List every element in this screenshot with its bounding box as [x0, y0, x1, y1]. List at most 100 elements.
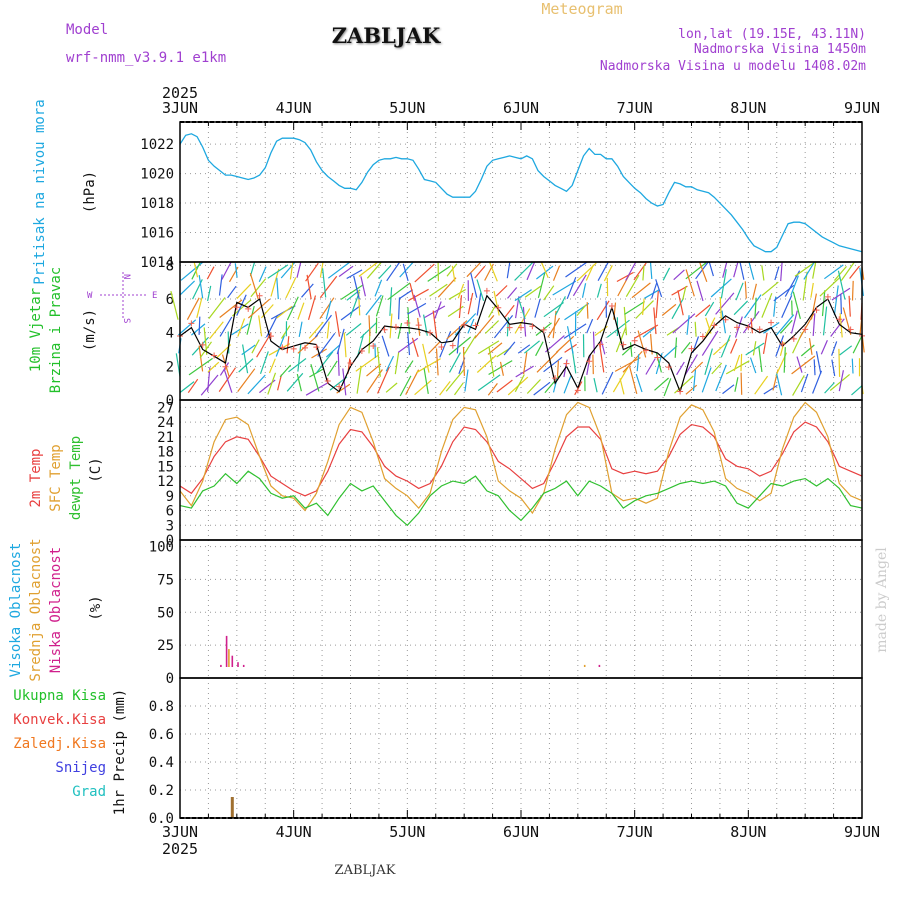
wind-arrow	[246, 305, 255, 335]
wind-arrow	[237, 368, 256, 392]
wind-arrow	[655, 290, 659, 319]
cloud-bar	[242, 664, 245, 667]
wind-arrow	[775, 314, 795, 337]
wind-arrow	[305, 381, 329, 396]
wind-arrow	[586, 318, 594, 334]
y-tick-wind: 2	[166, 359, 174, 375]
wind-arrow	[247, 298, 271, 319]
wind-arrow	[715, 292, 735, 315]
wind-arrow	[346, 269, 363, 280]
wind-arrow	[377, 366, 390, 394]
wind-arrow	[242, 344, 249, 374]
wind-arrow	[581, 283, 587, 298]
wind-arrow	[506, 317, 509, 337]
wind-gust-mark	[449, 342, 456, 349]
wind-arrow	[556, 360, 559, 377]
wind-arrow	[448, 352, 461, 373]
wind-arrow	[407, 331, 411, 356]
wind-arrow	[684, 354, 698, 377]
wind-arrow	[495, 285, 508, 297]
wind-arrow	[355, 354, 379, 372]
wind-gust-mark	[631, 337, 638, 344]
subtitle: Meteogram	[541, 0, 622, 18]
x-tick-bottom: 7JUN	[617, 823, 653, 841]
wind-arrow	[616, 271, 634, 283]
x-tick-top: 6JUN	[503, 99, 539, 117]
wind-arrow	[810, 293, 817, 320]
wind-arrow	[699, 261, 708, 283]
wind-arrow	[514, 374, 525, 393]
wind-arrow	[791, 300, 793, 316]
wind-arrow	[493, 315, 514, 339]
wind-gust-mark	[756, 326, 763, 333]
wind-arrow	[422, 343, 430, 373]
wind-arrow	[663, 345, 678, 358]
wind-arrow	[839, 345, 853, 356]
wind-arrow	[695, 304, 711, 318]
wind-gust-mark	[336, 383, 343, 390]
wind-arrow	[317, 332, 336, 357]
x-tick-top: 5JUN	[389, 99, 425, 117]
wind-arrow	[343, 332, 347, 358]
title: ZABLJAK	[332, 23, 441, 48]
wind-arrow	[642, 298, 645, 315]
wind-arrow	[407, 302, 427, 315]
wind-gust-mark	[415, 322, 422, 329]
wind-arrow	[435, 348, 439, 376]
temp-line-2	[179, 470, 863, 527]
wind-gust-mark	[472, 322, 479, 329]
wind-arrow	[319, 297, 335, 320]
wind-arrow	[514, 308, 531, 334]
wind-gust-mark	[324, 378, 331, 385]
wind-gust-mark	[733, 324, 740, 331]
sfc-label: SFC Temp	[48, 444, 64, 511]
wind-arrow	[179, 381, 195, 394]
wind-arrow	[470, 272, 478, 298]
wind-arrow	[296, 373, 302, 392]
wind-arrow	[258, 315, 263, 337]
wind-arrow	[218, 274, 223, 296]
wind-arrow	[389, 313, 393, 339]
y-tick-temp: 24	[157, 415, 174, 431]
wind-arrow	[289, 261, 294, 280]
y-tick-temp: 21	[157, 430, 174, 446]
y-tick-wind: 4	[166, 326, 174, 342]
y-tick-cloud: 25	[157, 638, 174, 654]
wind-arrow	[385, 355, 395, 372]
wind-gust-mark	[665, 364, 672, 371]
wind-arrow	[849, 265, 860, 279]
wind-arrow	[774, 266, 780, 281]
wind-arrow	[701, 367, 712, 393]
wind-arrow	[685, 269, 695, 297]
wind-arrow	[368, 315, 371, 337]
wind-arrow	[336, 328, 345, 355]
wind-arrow	[258, 266, 267, 282]
x-tick-top: 8JUN	[730, 99, 766, 117]
wind-gust-mark	[836, 316, 843, 323]
wind-arrow	[838, 370, 844, 392]
y-tick-temp: 3	[166, 518, 174, 534]
wind-arrow	[682, 286, 687, 301]
wind-arrow	[423, 368, 429, 394]
wind-arrow	[629, 342, 633, 357]
wind-arrow	[394, 352, 400, 375]
wind-arrow	[267, 264, 289, 279]
wind-arrow	[672, 313, 696, 334]
wind-arrow	[645, 358, 656, 375]
y-tick-temp: 9	[166, 489, 174, 505]
wind-arrow	[704, 301, 715, 317]
wind-arrow	[722, 261, 728, 278]
x-tick-bottom: 4JUN	[276, 823, 312, 841]
wind-arrow	[661, 303, 677, 316]
wind-arrow	[477, 374, 501, 391]
wind-arrow	[800, 344, 815, 357]
wind-arrow	[387, 282, 411, 301]
wind-arrow	[448, 336, 472, 356]
y-tick-precip: 0.0	[149, 811, 174, 827]
wind-arrow	[790, 310, 798, 334]
wind-arrow	[720, 334, 731, 358]
wind-arrow	[543, 285, 555, 301]
wind-arrow	[256, 332, 272, 358]
wind-arrow	[780, 261, 783, 282]
x-tick-top: 4JUN	[276, 99, 312, 117]
